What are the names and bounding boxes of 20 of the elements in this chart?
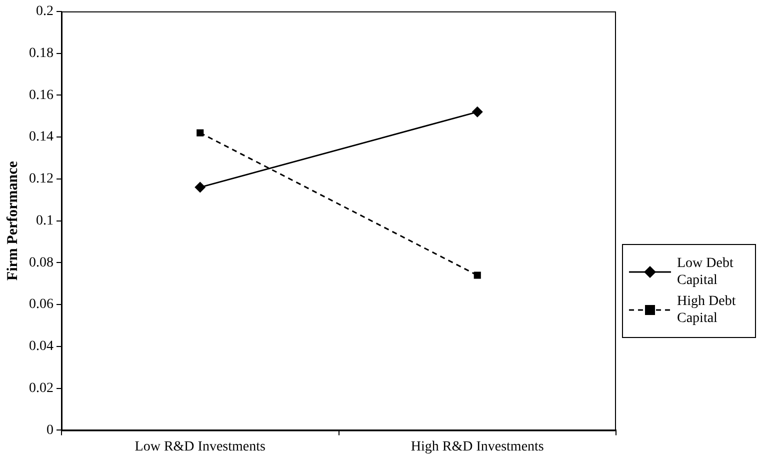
legend-label: Low Debt Capital bbox=[677, 255, 734, 289]
x-tick-label: Low R&D Investments bbox=[134, 439, 266, 454]
y-tick-label: 0.08 bbox=[29, 255, 54, 270]
y-axis-title: Firm Performance bbox=[4, 160, 21, 281]
point bbox=[196, 129, 204, 136]
y-tick-label: 0 bbox=[46, 422, 54, 438]
legend-label: High Debt Capital bbox=[677, 293, 737, 327]
point bbox=[194, 182, 206, 193]
y-tick-label: 0.2 bbox=[36, 4, 54, 20]
y-tick-label: 0.1 bbox=[36, 213, 54, 228]
y-tick-label: 0.16 bbox=[29, 88, 54, 103]
point bbox=[474, 272, 481, 279]
y-tick-label: 0.02 bbox=[29, 380, 54, 396]
point bbox=[472, 106, 483, 118]
y-tick-label: 0.04 bbox=[29, 339, 54, 354]
y-tick-label: 0.12 bbox=[29, 172, 54, 187]
x-tick-label: High R&D Investments bbox=[410, 439, 544, 454]
y-tick-label: 0.06 bbox=[29, 297, 54, 312]
y-tick-label: 0.18 bbox=[29, 46, 54, 61]
y-tick-label: 0.14 bbox=[29, 130, 54, 145]
